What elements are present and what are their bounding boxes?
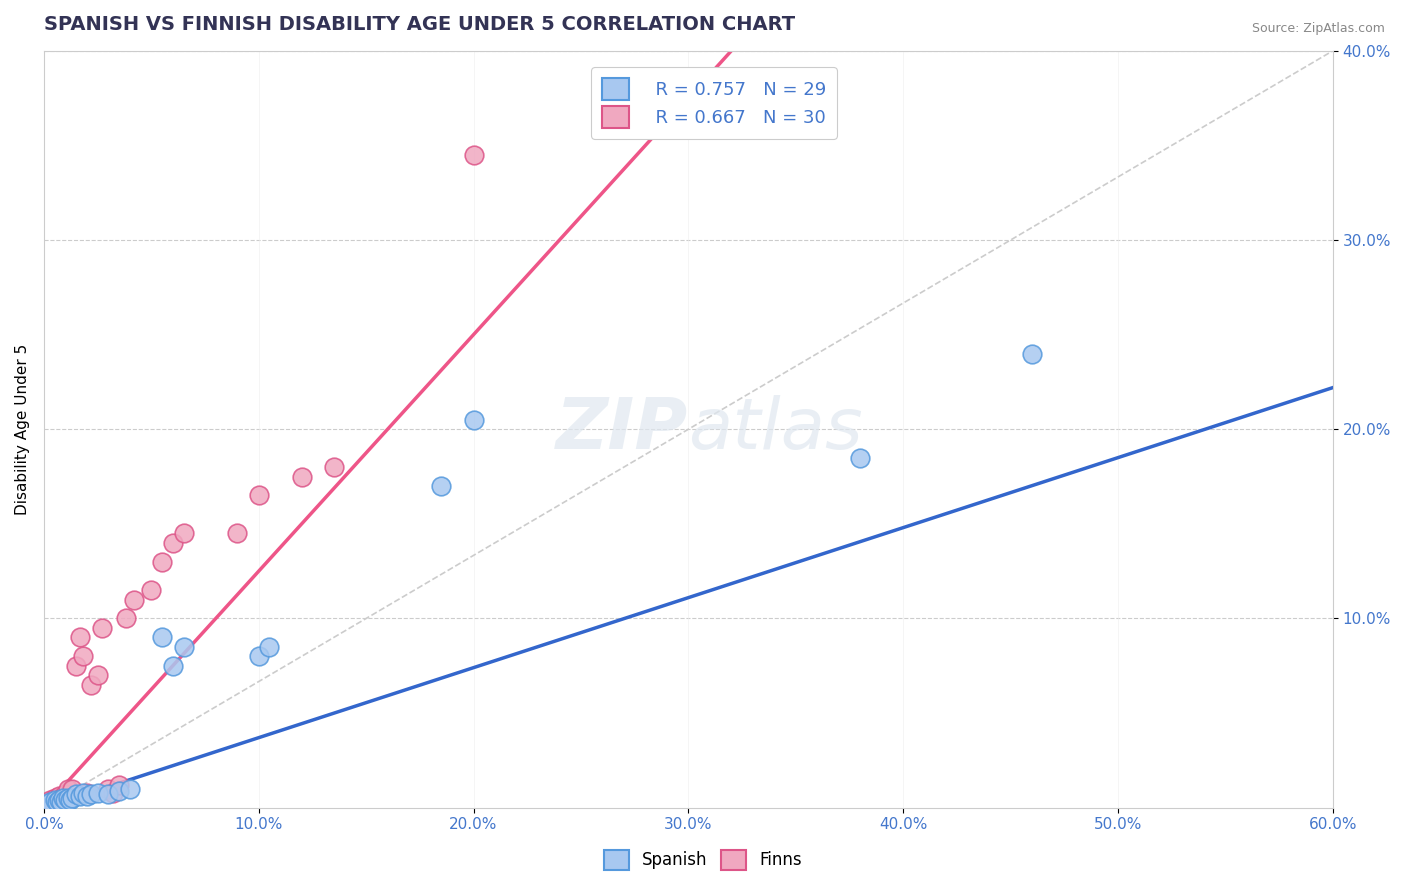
Point — [44, 791, 66, 805]
Point — [849, 450, 872, 465]
Point — [259, 640, 281, 654]
Point — [322, 460, 344, 475]
Point — [430, 479, 453, 493]
Point — [69, 789, 91, 804]
Point — [247, 649, 270, 664]
Point — [37, 795, 59, 809]
Point — [90, 621, 112, 635]
Y-axis label: Disability Age Under 5: Disability Age Under 5 — [15, 343, 30, 515]
Point — [53, 788, 76, 802]
Point — [65, 788, 87, 802]
Point — [60, 781, 83, 796]
Point — [76, 785, 98, 799]
Point — [108, 778, 131, 792]
Point — [52, 791, 75, 805]
Point — [37, 797, 59, 811]
Point — [72, 649, 94, 664]
Point — [39, 795, 62, 809]
Point — [44, 793, 66, 807]
Point — [162, 536, 184, 550]
Point — [53, 793, 76, 807]
Point — [60, 791, 83, 805]
Point — [463, 413, 485, 427]
Text: SPANISH VS FINNISH DISABILITY AGE UNDER 5 CORRELATION CHART: SPANISH VS FINNISH DISABILITY AGE UNDER … — [44, 15, 794, 34]
Point — [463, 148, 485, 162]
Point — [69, 631, 91, 645]
Point — [162, 658, 184, 673]
Point — [150, 555, 173, 569]
Point — [150, 631, 173, 645]
Point — [59, 793, 82, 807]
Point — [45, 795, 67, 809]
Point — [86, 668, 108, 682]
Point — [39, 793, 62, 807]
Point — [247, 488, 270, 502]
Point — [173, 640, 195, 654]
Point — [45, 793, 67, 807]
Point — [65, 658, 87, 673]
Point — [56, 781, 79, 796]
Text: Source: ZipAtlas.com: Source: ZipAtlas.com — [1251, 22, 1385, 36]
Point — [48, 793, 70, 807]
Point — [1021, 346, 1043, 360]
Point — [56, 791, 79, 805]
Point — [114, 611, 136, 625]
Point — [97, 781, 120, 796]
Point — [80, 678, 103, 692]
Point — [72, 785, 94, 799]
Point — [80, 788, 103, 802]
Point — [101, 785, 124, 799]
Point — [122, 592, 145, 607]
Point — [226, 526, 249, 541]
Point — [141, 583, 163, 598]
Point — [49, 795, 72, 809]
Point — [97, 788, 120, 802]
Point — [118, 781, 141, 796]
Text: atlas: atlas — [689, 395, 863, 464]
Legend:   R = 0.757   N = 29,   R = 0.667   N = 30: R = 0.757 N = 29, R = 0.667 N = 30 — [592, 68, 837, 138]
Point — [49, 791, 72, 805]
Point — [173, 526, 195, 541]
Point — [86, 785, 108, 799]
Text: ZIP: ZIP — [557, 395, 689, 464]
Point — [291, 469, 314, 483]
Legend: Spanish, Finns: Spanish, Finns — [598, 843, 808, 877]
Point — [48, 789, 70, 804]
Point — [108, 783, 131, 797]
Point — [76, 789, 98, 804]
